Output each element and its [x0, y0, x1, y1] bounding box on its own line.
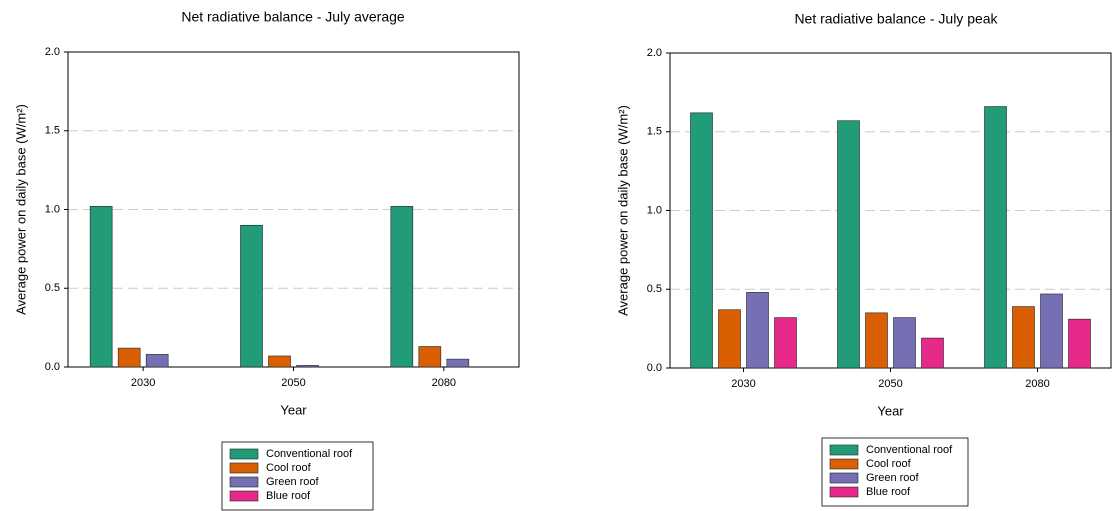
bar	[984, 106, 1007, 369]
bar	[418, 346, 442, 368]
legend-label: Conventional roof	[266, 448, 353, 460]
bar	[117, 347, 141, 368]
legend-swatch	[829, 472, 859, 484]
y-tick-label: 0.5	[45, 282, 60, 294]
bar	[268, 355, 291, 368]
bar	[446, 358, 470, 368]
legend-label: Green roof	[866, 472, 920, 484]
y-tick-label: 0.0	[647, 362, 662, 374]
bar	[690, 112, 713, 369]
bar	[865, 312, 888, 369]
legend-label: Cool roof	[866, 458, 912, 470]
legend-swatch	[229, 476, 259, 488]
y-tick-label: 2.0	[45, 46, 60, 58]
chart-title: Net radiative balance - July average	[181, 9, 405, 25]
y-tick-label: 0.0	[45, 361, 60, 373]
legend-label: Blue roof	[866, 486, 911, 498]
y-tick-label: 1.0	[647, 204, 662, 216]
x-axis-label: Year	[877, 403, 904, 418]
legend-swatch	[229, 490, 259, 502]
bar	[1012, 306, 1035, 369]
bar	[1040, 293, 1063, 369]
legend-swatch	[829, 444, 859, 456]
legend-swatch	[229, 462, 259, 474]
legend-label: Blue roof	[266, 490, 311, 502]
bar	[774, 317, 797, 369]
legend-swatch	[229, 448, 259, 460]
bar	[240, 224, 263, 368]
legend-label: Conventional roof	[866, 444, 953, 456]
x-tick-label: 2030	[131, 377, 155, 389]
x-tick-label: 2050	[281, 377, 305, 389]
y-tick-label: 1.0	[45, 203, 60, 215]
x-tick-label: 2080	[432, 377, 456, 389]
y-axis-label: Average power on daily base (W/m²)	[615, 105, 630, 316]
y-tick-label: 2.0	[647, 47, 662, 59]
x-axis-label: Year	[280, 402, 307, 417]
legend-swatch	[829, 486, 859, 498]
bar	[89, 206, 113, 368]
bar	[145, 354, 169, 368]
chart-title: Net radiative balance - July peak	[794, 11, 998, 27]
legend-label: Cool roof	[266, 462, 312, 474]
y-axis-label: Average power on daily base (W/m²)	[13, 104, 28, 315]
x-tick-label: 2080	[1025, 378, 1049, 390]
bar	[746, 292, 769, 369]
bar	[837, 120, 860, 369]
y-tick-label: 1.5	[45, 125, 60, 137]
legend-label: Green roof	[266, 476, 320, 488]
bar	[1068, 318, 1091, 369]
bar	[296, 365, 319, 368]
bar	[921, 337, 944, 369]
bar	[718, 309, 741, 369]
y-tick-label: 0.5	[647, 283, 662, 295]
bar	[390, 206, 414, 368]
bar	[893, 317, 916, 369]
legend-swatch	[829, 458, 859, 470]
x-tick-label: 2030	[731, 378, 755, 390]
y-tick-label: 1.5	[647, 126, 662, 138]
x-tick-label: 2050	[878, 378, 902, 390]
